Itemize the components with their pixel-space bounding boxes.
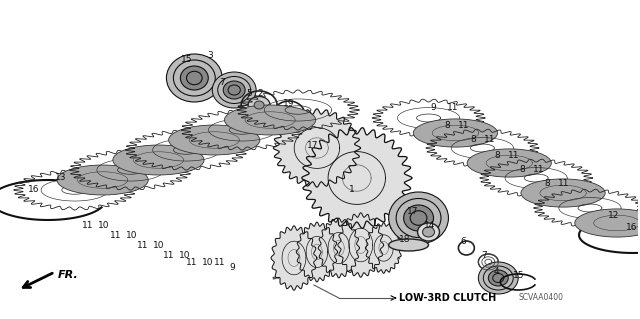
Ellipse shape <box>57 165 148 195</box>
Ellipse shape <box>493 273 504 283</box>
Text: 8: 8 <box>494 151 500 160</box>
Text: 17: 17 <box>406 207 418 216</box>
Text: 9: 9 <box>431 103 436 112</box>
Ellipse shape <box>417 223 440 241</box>
Text: 11: 11 <box>558 179 570 188</box>
Ellipse shape <box>521 179 605 207</box>
Polygon shape <box>302 128 412 228</box>
Ellipse shape <box>218 77 251 103</box>
Ellipse shape <box>225 105 316 135</box>
Ellipse shape <box>575 209 640 237</box>
Text: 10: 10 <box>125 231 137 240</box>
Text: 15: 15 <box>181 55 193 64</box>
Text: 11: 11 <box>82 221 93 230</box>
Text: 6: 6 <box>460 237 466 246</box>
Polygon shape <box>318 218 360 278</box>
Text: 11: 11 <box>508 151 520 160</box>
Ellipse shape <box>254 101 264 109</box>
Text: FR.: FR. <box>58 270 79 280</box>
Text: 1: 1 <box>349 185 355 194</box>
Text: 11: 11 <box>533 165 545 174</box>
Text: 11: 11 <box>447 103 458 112</box>
Text: 4: 4 <box>493 267 499 276</box>
Text: 16: 16 <box>28 185 40 194</box>
Ellipse shape <box>388 239 429 251</box>
Text: 10: 10 <box>202 258 214 267</box>
Ellipse shape <box>173 60 215 96</box>
Ellipse shape <box>488 270 508 286</box>
Text: 8: 8 <box>519 165 525 174</box>
Text: 19: 19 <box>283 99 294 108</box>
Ellipse shape <box>422 227 435 237</box>
Ellipse shape <box>180 66 208 90</box>
Text: 11: 11 <box>136 241 148 250</box>
Ellipse shape <box>212 72 256 108</box>
Ellipse shape <box>404 205 433 231</box>
Polygon shape <box>365 223 402 273</box>
Text: 16: 16 <box>626 223 637 232</box>
Ellipse shape <box>388 192 449 244</box>
Ellipse shape <box>467 149 551 177</box>
Polygon shape <box>273 109 360 187</box>
Text: 3: 3 <box>207 51 213 60</box>
Text: 10: 10 <box>98 221 109 230</box>
Text: 9: 9 <box>229 263 235 272</box>
Text: 13: 13 <box>55 173 67 182</box>
Text: 15: 15 <box>513 271 525 280</box>
Text: 7: 7 <box>220 78 225 87</box>
Ellipse shape <box>413 119 497 147</box>
Text: 11: 11 <box>214 258 226 267</box>
Ellipse shape <box>410 211 427 225</box>
Text: 11: 11 <box>458 121 470 130</box>
Ellipse shape <box>248 97 270 114</box>
Text: 5: 5 <box>246 89 252 98</box>
Polygon shape <box>296 222 337 282</box>
Ellipse shape <box>166 54 222 102</box>
Text: 10: 10 <box>179 251 191 260</box>
Ellipse shape <box>396 198 441 238</box>
Polygon shape <box>338 213 383 277</box>
Text: 12: 12 <box>608 211 620 220</box>
Text: 8: 8 <box>470 135 476 144</box>
Text: SCVAA0400: SCVAA0400 <box>518 293 563 302</box>
Ellipse shape <box>169 125 260 155</box>
Text: 8: 8 <box>544 179 550 188</box>
Ellipse shape <box>223 81 245 99</box>
Ellipse shape <box>483 266 513 290</box>
Text: 17: 17 <box>307 141 319 150</box>
Text: 8: 8 <box>444 121 450 130</box>
Text: 2: 2 <box>257 89 263 98</box>
Text: 11: 11 <box>484 135 496 144</box>
Text: 7: 7 <box>481 251 487 260</box>
Polygon shape <box>271 226 317 290</box>
Text: 11: 11 <box>186 258 198 267</box>
Text: 18: 18 <box>399 235 410 244</box>
Ellipse shape <box>228 85 241 95</box>
Text: 10: 10 <box>152 241 164 250</box>
Text: 11: 11 <box>109 231 121 240</box>
Ellipse shape <box>279 107 299 123</box>
Text: 11: 11 <box>163 251 175 260</box>
Ellipse shape <box>186 71 202 85</box>
Text: 14: 14 <box>424 221 435 230</box>
Text: LOW-3RD CLUTCH: LOW-3RD CLUTCH <box>399 293 496 303</box>
Ellipse shape <box>478 262 518 294</box>
Ellipse shape <box>113 145 204 175</box>
